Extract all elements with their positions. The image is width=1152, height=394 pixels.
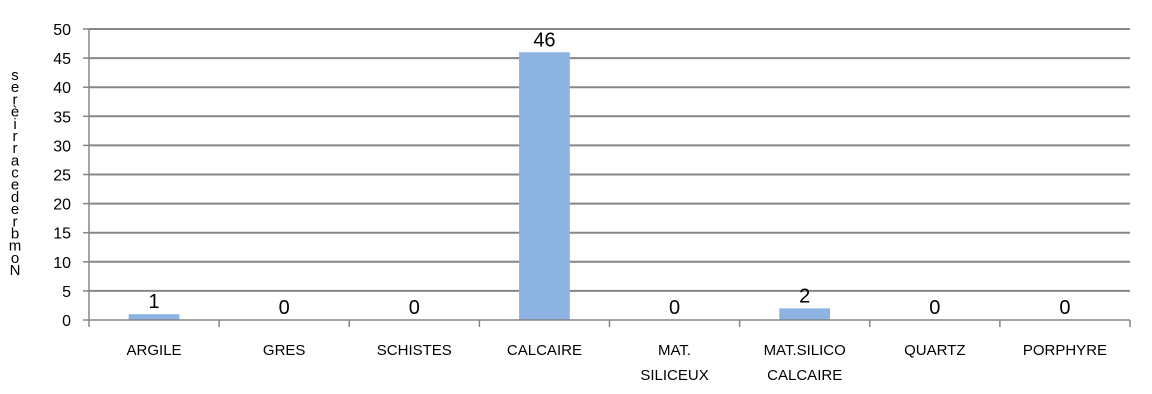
y-tick-label: 0	[62, 313, 71, 330]
bars	[128, 52, 831, 320]
data-label: 1	[149, 291, 160, 313]
y-tick-label: 45	[53, 51, 71, 68]
data-label: 0	[929, 297, 940, 319]
x-axis-labels: ARGILE GRES SCHISTES CALCAIRE MAT. SILICEUX MA…	[127, 342, 1107, 384]
y-axis-title-char: e	[11, 177, 19, 194]
x-category-label: ARGILE	[127, 342, 182, 359]
y-axis-title-char: s	[11, 67, 19, 84]
y-axis-title-char: b	[11, 225, 19, 242]
x-axis	[88, 29, 1131, 327]
y-axis-title-char: i	[13, 116, 16, 133]
bar	[519, 52, 570, 320]
y-tick-label: 50	[53, 22, 71, 39]
y-tick-label: 30	[53, 138, 71, 155]
y-axis-title-char: m	[9, 238, 22, 255]
y-axis-title-char: N	[10, 262, 21, 279]
y-axis-title-char: r	[13, 128, 18, 145]
y-tick-label: 5	[62, 284, 71, 301]
y-tick-label: 40	[53, 80, 71, 97]
y-axis-title-char: r	[13, 213, 18, 230]
y-tick-label: 15	[53, 226, 71, 243]
x-category-label: CALCAIRE	[767, 367, 842, 384]
y-axis-title-char: è	[11, 104, 19, 121]
bar	[128, 314, 180, 320]
x-category-label: SILICEUX	[640, 367, 708, 384]
y-axis-title-char: a	[11, 152, 20, 169]
y-axis-title-char: r	[13, 140, 18, 157]
x-category-label: PORPHYRE	[1023, 342, 1107, 359]
y-axis-title-char: r	[13, 91, 18, 108]
x-category-label: SCHISTES	[377, 342, 452, 359]
x-category-label: QUARTZ	[904, 342, 965, 359]
bar	[779, 308, 831, 320]
x-category-label: MAT.	[658, 342, 691, 359]
x-category-label: CALCAIRE	[507, 342, 582, 359]
y-tick-label: 20	[53, 197, 71, 214]
x-category-label: MAT.SILICO	[764, 342, 846, 359]
y-axis-ticks: 0 5 10 15 20 25 30 35 40 45 50	[53, 22, 89, 330]
gridlines	[89, 28, 1130, 292]
data-label: 2	[799, 285, 810, 307]
y-axis-title-char: c	[11, 165, 19, 182]
y-axis-title-char: o	[11, 250, 19, 267]
y-tick-label: 35	[53, 109, 71, 126]
y-axis-title-char: e	[11, 201, 19, 218]
data-label: 0	[1059, 297, 1070, 319]
x-category-label: GRES	[263, 342, 306, 359]
data-label: 46	[533, 29, 555, 51]
y-axis-title-char: d	[11, 189, 19, 206]
data-label: 0	[409, 297, 420, 319]
data-labels: 1 0 0 46 0 2 0 0	[149, 29, 1071, 319]
data-label: 0	[279, 297, 290, 319]
y-axis-title-char: e	[11, 79, 19, 96]
y-tick-label: 25	[53, 168, 71, 185]
y-tick-label: 10	[53, 255, 71, 272]
data-label: 0	[669, 297, 680, 319]
